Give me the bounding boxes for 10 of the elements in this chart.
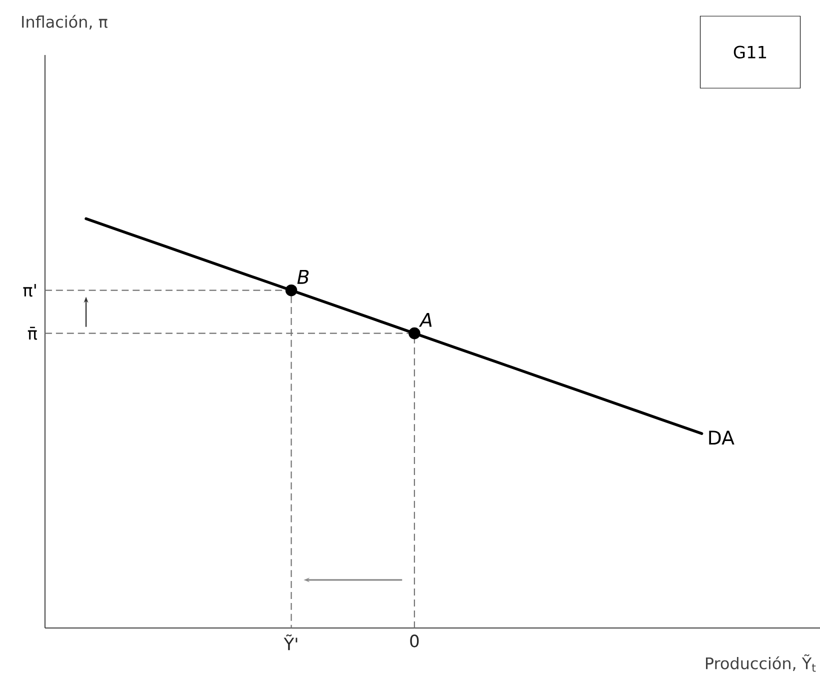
annotation: π̄ (28, 326, 37, 340)
annotation: π' (23, 284, 36, 297)
annotation: B (297, 270, 309, 284)
text: G11 (734, 46, 766, 59)
text: Inflación, π (22, 14, 108, 30)
x-tick-label: 0 (410, 634, 419, 648)
annotation: A (418, 312, 432, 327)
x-axis-title: Producción, Ỹ$_{t}$ (706, 654, 816, 672)
series-label: DA (709, 430, 734, 444)
x-tick-label: Ỹ' (284, 634, 298, 650)
